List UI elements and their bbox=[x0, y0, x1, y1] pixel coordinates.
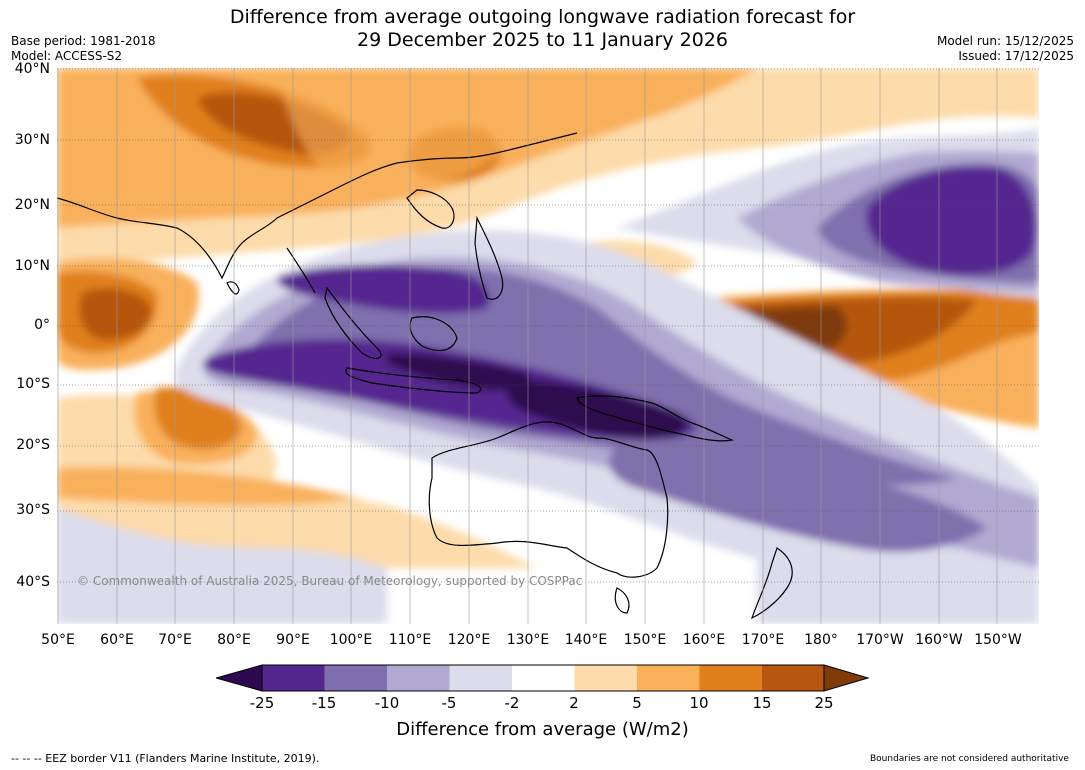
lon-label-170e: 170°E bbox=[741, 632, 785, 648]
colorbar-bin bbox=[699, 665, 762, 691]
colorbar-bin bbox=[574, 665, 637, 691]
lon-label-160w: 160°W bbox=[915, 632, 963, 648]
lon-label-130e: 130°E bbox=[506, 632, 550, 648]
lon-label-150e: 150°E bbox=[623, 632, 667, 648]
lat-label-10n: 10°N bbox=[14, 258, 50, 274]
lat-label-30s: 30°S bbox=[16, 502, 50, 518]
map-canvas bbox=[57, 68, 1039, 624]
lon-label-170w: 170°W bbox=[856, 632, 904, 648]
lon-label-180: 180° bbox=[804, 632, 838, 648]
base-period-label: Base period: 1981-2018 bbox=[11, 34, 156, 48]
colorbar bbox=[216, 664, 870, 692]
colorbar-tick: -10 bbox=[374, 694, 400, 712]
lat-label-40s: 40°S bbox=[16, 574, 50, 590]
copyright-note: © Commonwealth of Australia 2025, Bureau… bbox=[77, 574, 583, 588]
olr-anomaly-map bbox=[57, 68, 1039, 624]
lon-label-50e: 50°E bbox=[41, 632, 75, 648]
lon-label-150w: 150°W bbox=[974, 632, 1022, 648]
colorbar-tick: -15 bbox=[311, 694, 337, 712]
lat-label-10s: 10°S bbox=[16, 376, 50, 392]
colorbar-tick: -25 bbox=[249, 694, 275, 712]
lon-label-70e: 70°E bbox=[158, 632, 192, 648]
lon-label-110e: 110°E bbox=[388, 632, 432, 648]
colorbar-bin bbox=[449, 665, 512, 691]
lat-label-30n: 30°N bbox=[14, 132, 50, 148]
eez-note: -- -- -- EEZ border V11 (Flanders Marine… bbox=[11, 752, 320, 765]
lon-label-140e: 140°E bbox=[564, 632, 608, 648]
issued-label: Issued: 17/12/2025 bbox=[958, 49, 1074, 63]
colorbar-bin bbox=[512, 665, 575, 691]
colorbar-label: Difference from average (W/m2) bbox=[396, 719, 689, 740]
colorbar-arrow-high bbox=[823, 664, 870, 692]
lon-label-100e: 100°E bbox=[329, 632, 373, 648]
map-title-line1: Difference from average outgoing longwav… bbox=[229, 6, 856, 28]
colorbar-tick: 25 bbox=[814, 694, 834, 712]
lat-label-20n: 20°N bbox=[14, 197, 50, 213]
map-title-line2: 29 December 2025 to 11 January 2026 bbox=[357, 29, 728, 51]
lon-label-60e: 60°E bbox=[100, 632, 134, 648]
colorbar-tick: 2 bbox=[569, 694, 579, 712]
colorbar-tick: 5 bbox=[632, 694, 642, 712]
colorbar-tick: -2 bbox=[504, 694, 520, 712]
lat-label-0: 0° bbox=[34, 317, 50, 333]
lon-label-160e: 160°E bbox=[682, 632, 726, 648]
longitude-lines bbox=[57, 68, 998, 624]
model-label: Model: ACCESS-S2 bbox=[11, 49, 123, 63]
anomaly-fill-layer bbox=[57, 68, 1039, 624]
colorbar-bin bbox=[387, 665, 450, 691]
lon-label-120e: 120°E bbox=[447, 632, 491, 648]
colorbar-tick: 10 bbox=[689, 694, 709, 712]
colorbar-tick: 15 bbox=[752, 694, 772, 712]
colorbar-bin bbox=[324, 665, 387, 691]
lat-label-20s: 20°S bbox=[16, 437, 50, 453]
coastline-layer bbox=[57, 132, 793, 620]
colorbar-bin bbox=[637, 665, 700, 691]
colorbar-arrow-low bbox=[216, 664, 263, 692]
lon-label-90e: 90°E bbox=[276, 632, 310, 648]
boundaries-disclaimer: Boundaries are not considered authoritat… bbox=[870, 754, 1069, 764]
colorbar-bin bbox=[762, 665, 824, 691]
lat-label-40n: 40°N bbox=[14, 61, 50, 77]
model-run-label: Model run: 15/12/2025 bbox=[936, 34, 1074, 48]
lon-label-80e: 80°E bbox=[217, 632, 251, 648]
colorbar-tick: -5 bbox=[441, 694, 457, 712]
colorbar-bin bbox=[262, 665, 325, 691]
